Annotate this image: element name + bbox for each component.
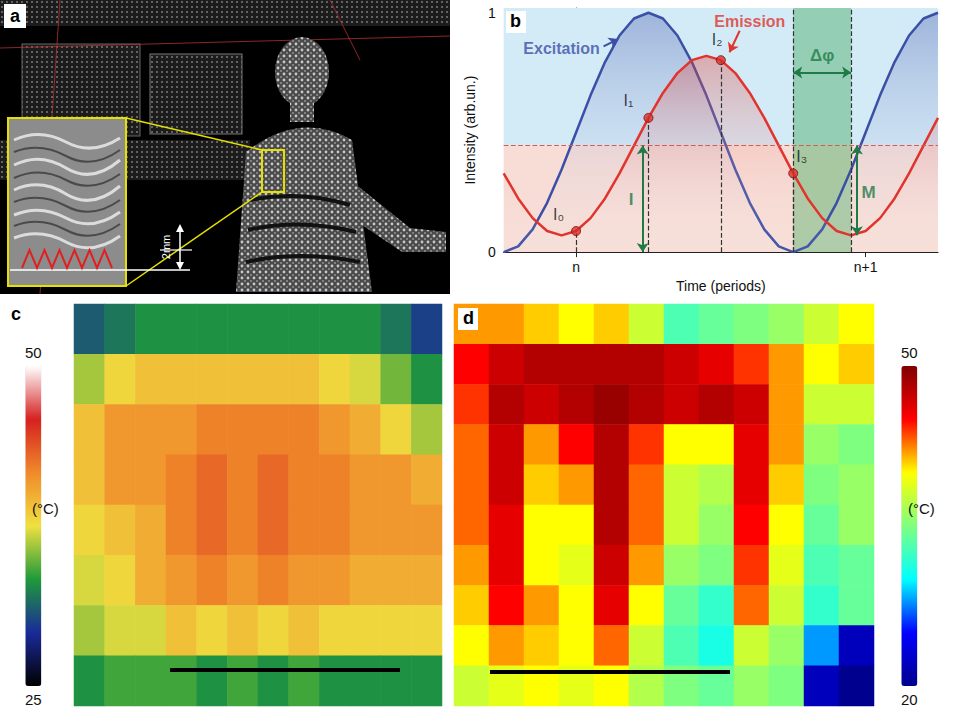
svg-text:20: 20 [901,691,918,708]
svg-text:Time (periods): Time (periods) [676,278,766,294]
svg-text:Δφ: Δφ [810,46,834,65]
svg-text:I: I [629,190,634,209]
svg-text:d: d [463,308,474,328]
svg-text:n+1: n+1 [854,259,878,275]
svg-text:I₁: I₁ [623,92,633,109]
svg-text:50: 50 [25,344,42,361]
svg-text:I₃: I₃ [796,148,807,165]
svg-text:50: 50 [901,344,918,361]
svg-text:I₀: I₀ [553,206,564,223]
svg-text:c: c [11,304,21,324]
svg-text:n: n [572,259,580,275]
svg-text:M: M [861,183,875,202]
svg-text:b: b [510,11,521,31]
svg-text:1: 1 [488,5,496,21]
svg-text:25: 25 [25,691,42,708]
svg-text:Intensity (arb.un.): Intensity (arb.un.) [462,76,478,185]
svg-text:Excitation: Excitation [523,40,599,57]
svg-text:(°C): (°C) [908,500,935,517]
svg-text:(°C): (°C) [32,500,59,517]
svg-text:I₂: I₂ [712,31,723,48]
svg-text:Emission: Emission [714,13,785,30]
svg-text:0: 0 [488,244,496,260]
svg-text:a: a [10,6,21,26]
svg-text:2mm: 2mm [160,235,172,259]
